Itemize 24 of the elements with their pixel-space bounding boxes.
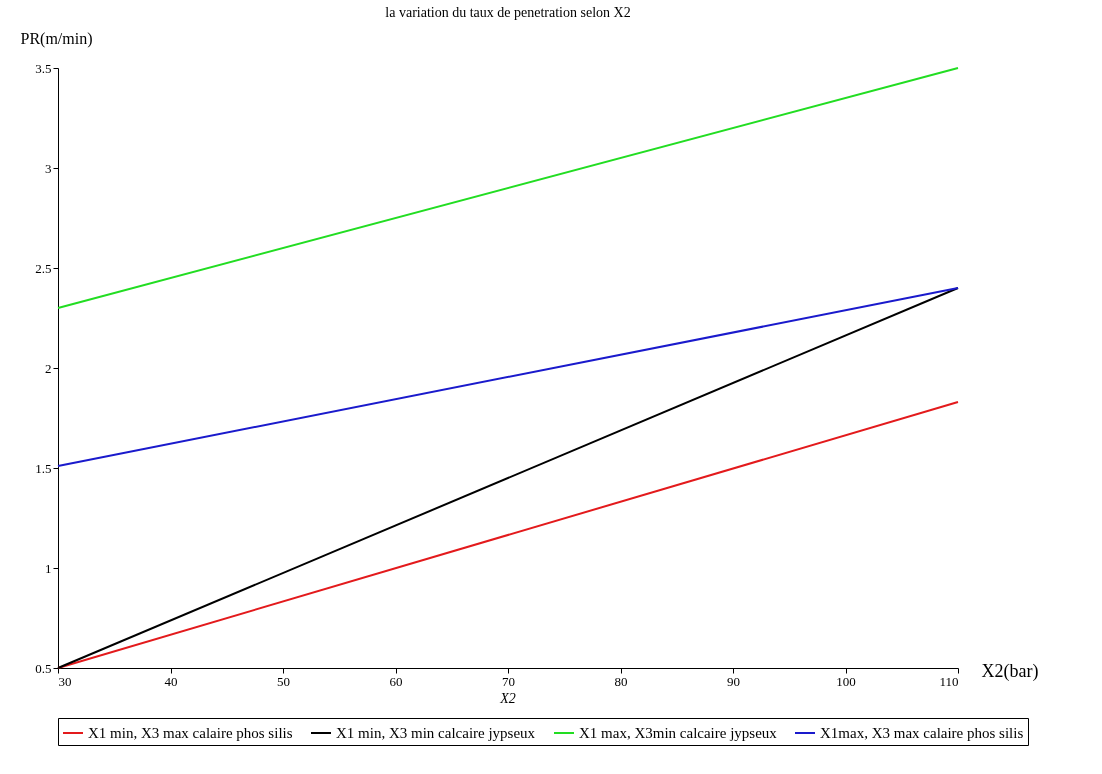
x-tick-label: 80 — [614, 673, 628, 689]
x-tick-label: 40 — [164, 673, 178, 689]
x-axis-title: X2(bar) — [981, 660, 1039, 682]
text: X2 — [499, 691, 516, 706]
legend-label: X1 max, X3min calcaire jypseux — [579, 725, 778, 741]
x-tick-label: 90 — [727, 673, 740, 689]
y-axis-title: PR(m/min) — [20, 29, 93, 48]
x-tick-label: 110 — [939, 673, 959, 689]
x-tick-label: 70 — [502, 673, 515, 689]
y-tick-label: 0.5 — [35, 660, 52, 676]
y-tick-label: 3 — [45, 160, 52, 176]
legend-label: X1max, X3 max calaire phos silis — [820, 725, 1024, 741]
y-tick-label: 1.5 — [35, 460, 52, 476]
x-tick-label: 30 — [58, 673, 72, 689]
chart-title: la variation du taux de penetration selon X2 — [385, 5, 631, 20]
x-tick-label: 50 — [277, 673, 290, 689]
y-tick-label: 2 — [45, 360, 52, 376]
y-tick-label: 2.5 — [35, 260, 52, 276]
legend-label: X1 min, X3 min calcaire jypseux — [336, 725, 536, 741]
x-tick-label: 60 — [389, 673, 403, 689]
y-tick-label: 3.5 — [35, 60, 52, 76]
y-tick-label: 1 — [45, 560, 52, 576]
legend-label: X1 min, X3 max calaire phos silis — [88, 725, 293, 741]
x-tick-label: 100 — [836, 673, 856, 689]
